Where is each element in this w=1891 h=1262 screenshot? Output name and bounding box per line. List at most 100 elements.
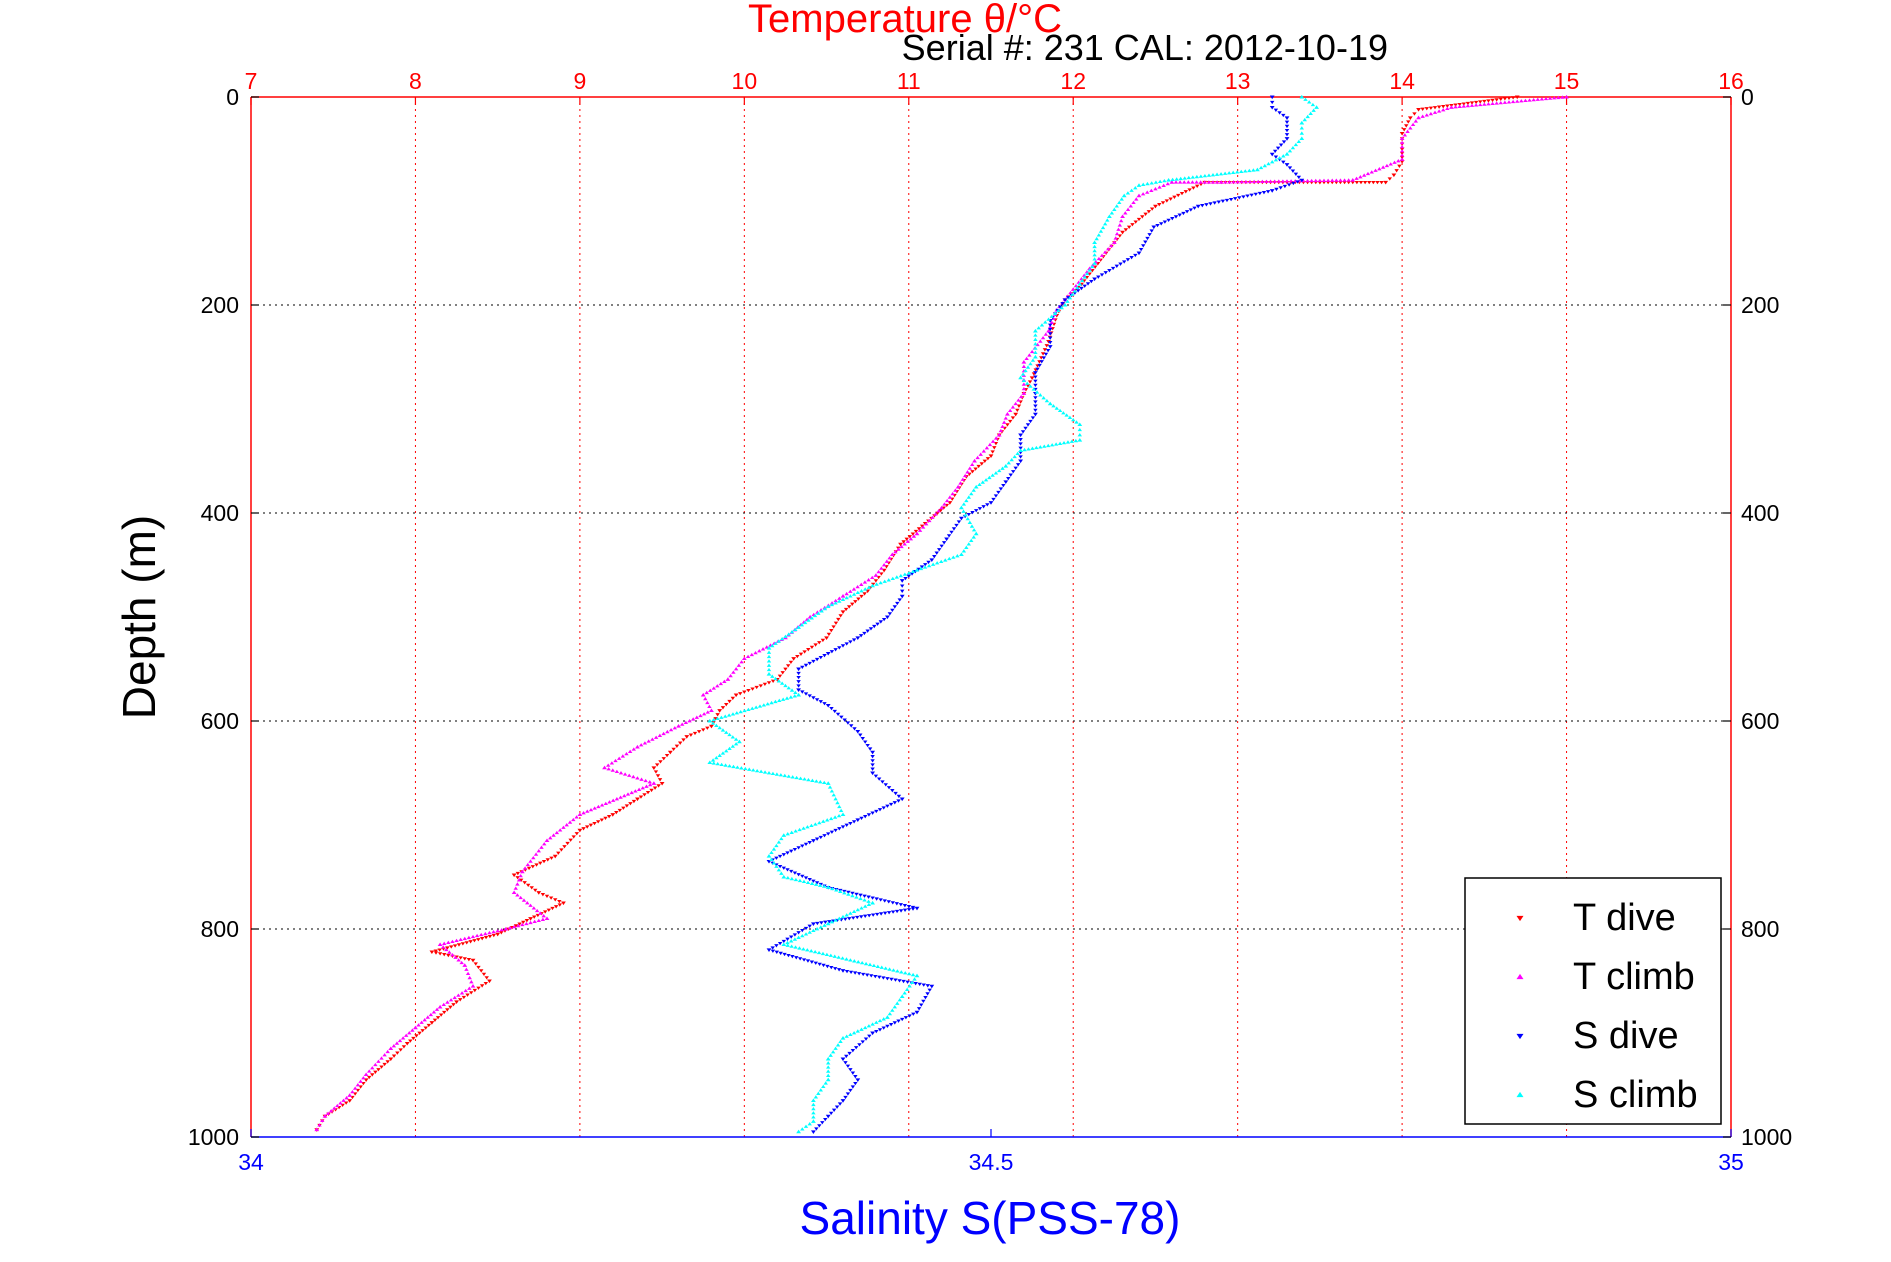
data-point (602, 765, 607, 770)
data-point-interp (801, 879, 807, 884)
data-point-interp (1067, 415, 1073, 419)
data-point-interp (1044, 344, 1049, 348)
data-point-interp (797, 946, 802, 950)
data-point-interp (913, 529, 919, 534)
data-point-interp (1188, 208, 1193, 212)
data-point-interp (715, 713, 720, 717)
data-point-interp (726, 713, 732, 717)
data-point-interp (1048, 327, 1053, 332)
data-point-interp (900, 589, 905, 593)
data-point-interp (1085, 271, 1090, 276)
data-point (811, 1130, 816, 1134)
data-point-interp (1052, 311, 1058, 315)
data-point-interp (1048, 332, 1053, 336)
data-point-interp (866, 914, 872, 918)
data-point-interp (866, 813, 872, 817)
data-point-interp (814, 657, 820, 662)
data-point-interp (452, 995, 457, 1000)
data-point-interp (1556, 95, 1561, 100)
data-point-interp (730, 744, 736, 748)
data-point-interp (886, 900, 891, 904)
data-point-interp (468, 991, 474, 995)
data-point-interp (463, 988, 468, 993)
data-point-interp (1527, 98, 1532, 102)
data-point-interp (830, 1050, 836, 1054)
data-point-interp (1074, 420, 1079, 424)
data-point-interp (1445, 104, 1450, 108)
data-point (1151, 225, 1157, 230)
data-point (973, 531, 979, 536)
data-point-interp (1461, 102, 1466, 106)
data-point-interp (777, 674, 783, 678)
data-point-interp (893, 550, 898, 554)
data-point-interp (1222, 171, 1228, 175)
data-point-interp (642, 741, 648, 745)
data-point-interp (1264, 179, 1269, 183)
data-point-interp (606, 815, 612, 819)
data-point-interp (1465, 103, 1471, 108)
data-point-interp (800, 928, 805, 933)
data-point-interp (944, 498, 950, 503)
data-point-interp (479, 932, 484, 937)
data-point-interp (858, 893, 863, 897)
data-point-interp (796, 846, 801, 850)
data-point-interp (536, 918, 541, 922)
data-point-interp (624, 751, 629, 756)
data-point-interp (1202, 180, 1207, 184)
data-point-interp (516, 878, 522, 882)
data-point-interp (1239, 179, 1244, 184)
data-point (1269, 105, 1275, 110)
data-point-interp (846, 892, 851, 896)
data-point-interp (1102, 250, 1108, 254)
data-point-interp (350, 1089, 355, 1094)
data-point (898, 542, 903, 547)
data-point-interp (803, 932, 809, 936)
data-point (870, 1031, 875, 1036)
data-point-interp (908, 537, 914, 541)
data-point-interp (860, 972, 866, 977)
data-point-interp (692, 731, 698, 736)
data-point-interp (1214, 180, 1220, 184)
data-point-interp (1282, 184, 1288, 189)
data-point-interp (884, 559, 890, 563)
data-point-interp (680, 722, 685, 726)
data-point-interp (1284, 120, 1290, 124)
data-point-interp (785, 664, 791, 668)
data-point-interp (830, 886, 835, 891)
data-point (1018, 375, 1023, 380)
data-point-interp (1176, 193, 1181, 198)
data-point-interp (874, 912, 880, 917)
data-point-interp (797, 827, 802, 832)
data-point-interp (840, 597, 846, 601)
data-point-interp (825, 964, 830, 969)
data-point-interp (1033, 379, 1038, 383)
data-point-interp (827, 920, 832, 924)
data-point-interp (851, 909, 857, 913)
data-point-interp (829, 706, 834, 711)
data-point (855, 729, 861, 734)
series-t-climb (314, 94, 1569, 1132)
data-point-interp (592, 821, 597, 826)
data-point-interp (603, 801, 608, 805)
data-point-interp (431, 1010, 437, 1014)
data-point-interp (813, 961, 818, 965)
data-point-interp (823, 1118, 828, 1122)
data-point-interp (559, 848, 564, 852)
data-point-interp (1280, 179, 1286, 183)
data-point-interp (1502, 100, 1508, 104)
data-point-interp (1000, 424, 1005, 428)
data-point (1046, 328, 1051, 333)
data-point-interp (751, 768, 756, 772)
data-point-interp (1482, 99, 1487, 104)
data-point-interp (996, 490, 1001, 495)
data-point (1018, 433, 1023, 438)
data-point-interp (1119, 197, 1124, 201)
data-point-interp (1457, 102, 1462, 107)
data-point-interp (1133, 220, 1138, 224)
data-point-interp (881, 1026, 886, 1030)
data-point-interp (739, 660, 744, 664)
data-point-interp (809, 645, 815, 650)
data-point-interp (491, 929, 496, 934)
data-point (1047, 401, 1053, 406)
data-point (1013, 412, 1019, 417)
